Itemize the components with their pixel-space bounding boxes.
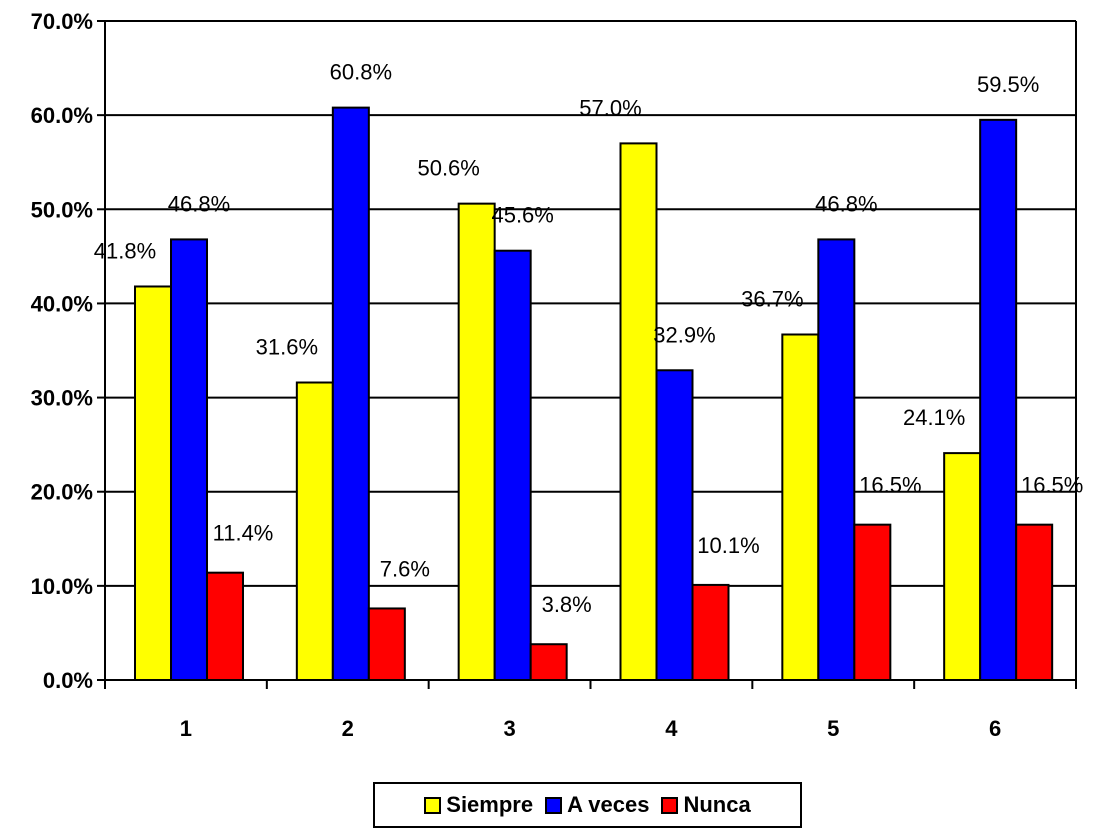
data-label: 36.7% [741, 286, 803, 311]
bar-nunca [206, 571, 244, 681]
data-label: 3.8% [542, 592, 592, 617]
axes [97, 20, 1077, 689]
legend-item-siempre: Siempre [424, 792, 533, 818]
bar-a-veces [979, 118, 1018, 682]
data-label: 16.5% [859, 473, 921, 498]
data-label: 60.8% [330, 60, 392, 85]
x-tick-label: 1 [180, 716, 192, 741]
y-tick-label: 0.0% [43, 668, 93, 693]
data-label: 45.6% [491, 203, 553, 228]
y-tick-label: 20.0% [31, 480, 93, 505]
x-tick-label: 2 [342, 716, 354, 741]
bar-siempre [619, 142, 658, 681]
bar-a-veces [331, 106, 370, 681]
data-label: 10.1% [697, 533, 759, 558]
bar-siempre [295, 381, 334, 681]
bar-a-veces [655, 369, 694, 681]
legend-swatch-nunca [661, 796, 679, 814]
data-label: 32.9% [653, 322, 715, 347]
legend-label-a-veces: A veces [567, 792, 650, 817]
bar-siempre [457, 202, 496, 681]
legend-item-nunca: Nunca [661, 792, 751, 818]
data-label: 41.8% [94, 238, 156, 263]
y-axis-ticks: 0.0% 10.0% 20.0% 30.0% 40.0% 50.0% 60.0% 70.0% [31, 9, 93, 693]
legend-label-nunca: Nunca [683, 792, 751, 817]
data-label: 46.8% [815, 191, 877, 216]
y-tick-label: 70.0% [31, 9, 93, 34]
y-tick-label: 10.0% [31, 574, 93, 599]
data-label: 16.5% [1021, 473, 1083, 498]
legend-item-a-veces: A veces [545, 792, 649, 818]
bar-a-veces [170, 238, 208, 681]
bar-nunca [853, 523, 892, 682]
y-tick-label: 50.0% [31, 197, 93, 222]
y-tick-label: 60.0% [31, 103, 93, 128]
bar-siempre [134, 285, 172, 681]
x-tick-label: 3 [503, 716, 515, 741]
bar-nunca [1015, 523, 1054, 682]
bar-siempre [781, 333, 820, 681]
bar-nunca [691, 583, 730, 681]
data-labels: 41.8% 46.8% 11.4% 31.6% 60.8% 7.6% 50.6% 45.6% 3… [94, 60, 1084, 618]
data-label: 50.6% [417, 156, 479, 181]
data-label: 7.6% [380, 556, 430, 581]
legend: Siempre A veces Nunca [373, 782, 802, 828]
bar-siempre [943, 452, 982, 682]
x-axis-ticks: 1 2 3 4 5 6 [180, 716, 1001, 741]
bar-nunca [367, 607, 406, 681]
data-label: 57.0% [579, 95, 641, 120]
legend-label-siempre: Siempre [446, 792, 534, 817]
x-tick-label: 5 [827, 716, 839, 741]
bar-nunca [529, 643, 568, 681]
gridlines [105, 20, 1076, 587]
data-label: 46.8% [168, 191, 230, 216]
legend-swatch-siempre [424, 796, 442, 814]
legend-swatch-a-veces [545, 796, 563, 814]
x-tick-label: 6 [989, 716, 1001, 741]
y-tick-label: 40.0% [31, 291, 93, 316]
bar-a-veces [817, 238, 856, 681]
x-tick-label: 4 [665, 716, 678, 741]
y-tick-label: 30.0% [31, 386, 93, 411]
data-label: 31.6% [256, 335, 318, 360]
data-label: 11.4% [213, 521, 274, 546]
bars [134, 106, 1054, 682]
data-label: 24.1% [903, 405, 965, 430]
bar-a-veces [493, 249, 532, 682]
bar-chart: 0.0%10.0%20.0%30.0%40.0%50.0%60.0%70.0% … [31, 9, 1084, 741]
data-label: 59.5% [977, 72, 1039, 97]
